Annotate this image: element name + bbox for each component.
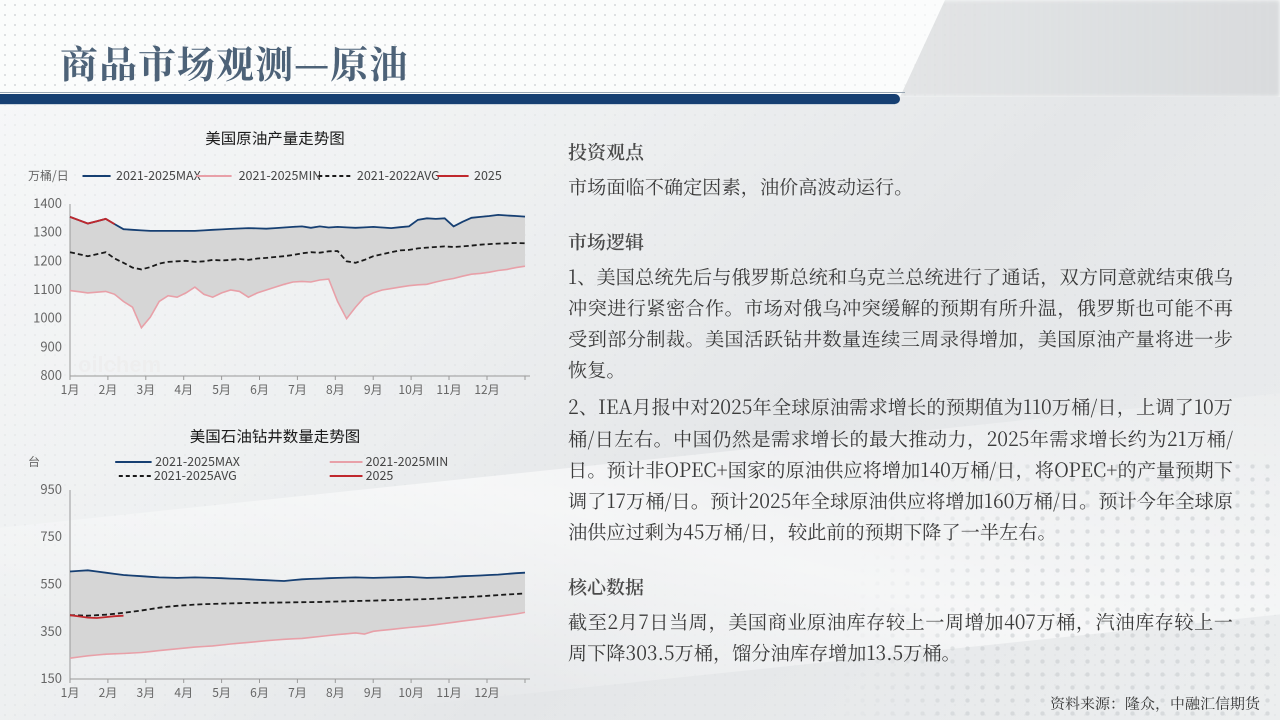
svg-text:美国石油钻井数量走势图: 美国石油钻井数量走势图 xyxy=(190,425,361,447)
svg-text:550: 550 xyxy=(40,574,62,593)
svg-text:750: 750 xyxy=(40,526,62,545)
svg-text:1月: 1月 xyxy=(61,381,80,398)
svg-text:2021-2025AVG: 2021-2025AVG xyxy=(154,465,237,484)
svg-text:2021-2022AVG: 2021-2022AVG xyxy=(357,165,440,184)
svg-text:3月: 3月 xyxy=(136,381,155,398)
svg-text:12月: 12月 xyxy=(474,381,499,398)
svg-text:1300: 1300 xyxy=(33,222,62,241)
svg-text:9月: 9月 xyxy=(364,381,383,398)
svg-text:美国原油产量走势图: 美国原油产量走势图 xyxy=(205,128,345,149)
svg-text:11月: 11月 xyxy=(436,684,461,701)
svg-text:2021-2025MAX: 2021-2025MAX xyxy=(116,165,201,184)
svg-text:10月: 10月 xyxy=(398,381,423,398)
svg-text:2月: 2月 xyxy=(99,381,118,398)
svg-text:11月: 11月 xyxy=(436,381,461,398)
svg-text:150: 150 xyxy=(40,668,62,687)
svg-text:2月: 2月 xyxy=(99,684,118,701)
svg-text:台: 台 xyxy=(28,453,40,470)
svg-text:9月: 9月 xyxy=(364,684,383,701)
svg-text:8月: 8月 xyxy=(326,684,345,701)
svg-text:1400: 1400 xyxy=(33,193,62,212)
svg-text:1100: 1100 xyxy=(33,279,62,298)
svg-text:万桶/日: 万桶/日 xyxy=(28,167,69,184)
svg-text:6月: 6月 xyxy=(250,684,269,701)
svg-text:8月: 8月 xyxy=(326,381,345,398)
svg-text:2021-2025MIN: 2021-2025MIN xyxy=(239,165,322,184)
svg-text:2025: 2025 xyxy=(366,465,394,484)
svg-text:6月: 6月 xyxy=(250,381,269,398)
svg-text:4月: 4月 xyxy=(174,684,193,701)
svg-text:12月: 12月 xyxy=(474,684,499,701)
svg-text:350: 350 xyxy=(40,621,62,640)
svg-text:oilchem: oilchem xyxy=(78,352,161,377)
svg-text:2025: 2025 xyxy=(474,165,502,184)
svg-text:7月: 7月 xyxy=(288,684,307,701)
svg-text:800: 800 xyxy=(40,365,62,384)
svg-text:1月: 1月 xyxy=(61,684,80,701)
svg-text:3月: 3月 xyxy=(136,684,155,701)
svg-text:5月: 5月 xyxy=(212,381,231,398)
svg-text:10月: 10月 xyxy=(398,684,423,701)
svg-text:900: 900 xyxy=(40,336,62,355)
svg-text:7月: 7月 xyxy=(288,381,307,398)
svg-text:950: 950 xyxy=(40,479,62,498)
svg-text:4月: 4月 xyxy=(174,381,193,398)
svg-text:1200: 1200 xyxy=(33,250,62,269)
svg-text:1000: 1000 xyxy=(33,308,62,327)
svg-text:5月: 5月 xyxy=(212,684,231,701)
